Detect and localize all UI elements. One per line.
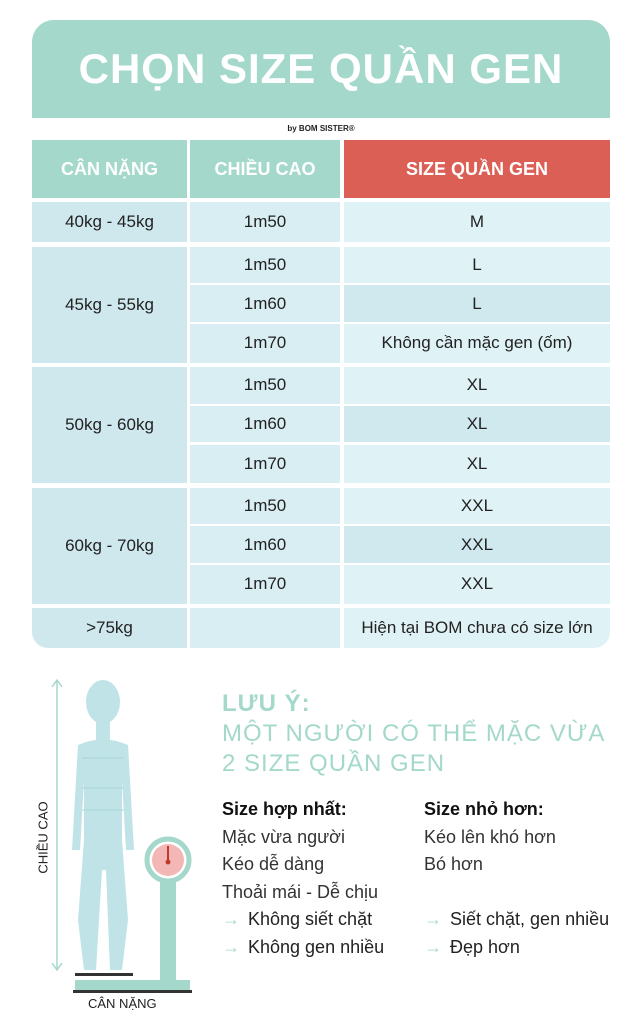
best-size-item: Thoải mái - Dễ chịu: [222, 881, 379, 902]
arrow-right-icon: →: [222, 909, 240, 929]
height-cell: 1m60: [190, 526, 340, 564]
size-cell: L: [344, 285, 610, 322]
size-cell: Hiện tại BOM chưa có size lớn: [344, 608, 610, 649]
height-cell: 1m60: [190, 405, 340, 443]
height-cell: 1m60: [190, 285, 340, 322]
best-size-result: Không siết chặt: [248, 909, 373, 929]
best-size-item: Kéo dễ dàng: [222, 854, 325, 874]
size-cell: XL: [344, 405, 610, 443]
height-cell: 1m70: [190, 565, 340, 604]
note-line-2: 2 SIZE QUẦN GEN: [222, 750, 446, 777]
height-cell: [190, 608, 340, 649]
height-cell: 1m50: [190, 246, 340, 284]
size-cell: XXL: [344, 565, 610, 604]
weight-cell: >75kg: [32, 608, 187, 649]
size-cell: XL: [344, 444, 610, 484]
smaller-size-title: Size nhỏ hơn:: [424, 799, 544, 819]
size-cell: L: [344, 246, 610, 284]
weight-cell: 50kg - 60kg: [32, 367, 187, 484]
page-title: CHỌN SIZE QUẦN GEN: [78, 45, 564, 92]
arrow-right-icon: →: [222, 936, 240, 957]
smaller-size-result: Siết chặt, gen nhiều: [450, 909, 610, 929]
best-size-result: Không gen nhiều: [248, 936, 385, 957]
weight-cell: 60kg - 70kg: [32, 487, 187, 604]
note-heading: LƯU Ý:: [222, 690, 311, 717]
best-size-title: Size hợp nhất:: [222, 799, 347, 819]
height-cell: 1m50: [190, 202, 340, 242]
size-cell: Không cần mặc gen (ốm): [344, 323, 610, 363]
size-cell: XL: [344, 367, 610, 404]
smaller-size-item: Bó hơn: [424, 854, 483, 874]
title-banner: CHỌN SIZE QUẦN GEN: [32, 20, 610, 118]
weight-cell: 40kg - 45kg: [32, 202, 187, 242]
height-cell: 1m70: [190, 444, 340, 484]
scale-dial-icon: [144, 836, 192, 884]
height-cell: 1m70: [190, 323, 340, 363]
height-cell: 1m50: [190, 367, 340, 404]
size-cell: XXL: [344, 526, 610, 564]
smaller-size-item: Kéo lên khó hơn: [424, 826, 556, 847]
arrow-right-icon: →: [424, 909, 442, 929]
column-header: CHIỀU CAO: [190, 140, 340, 198]
smaller-size-column: Size nhỏ hơn: Kéo lên khó hơn Bó hơn → Si…: [424, 796, 609, 961]
brand-byline: by BOM SISTER®: [287, 124, 355, 133]
height-label: CHIỀU CAO: [35, 801, 51, 874]
note-line-1: MỘT NGƯỜI CÓ THỂ MẶC VỪA: [222, 720, 606, 747]
arrow-right-icon: →: [424, 936, 442, 957]
size-cell: XXL: [344, 487, 610, 525]
body-figure-illustration: [51, 678, 192, 993]
weight-label: CÂN NẶNG: [88, 996, 157, 1011]
best-size-column: Size hợp nhất: Mặc vừa người Kéo dễ dàng…: [222, 796, 384, 961]
column-header: CÂN NẶNG: [32, 140, 187, 198]
best-size-item: Mặc vừa người: [222, 826, 345, 847]
smaller-size-result: Đẹp hơn: [450, 936, 520, 957]
weight-cell: 45kg - 55kg: [32, 246, 187, 363]
height-arrow-icon: [51, 678, 63, 972]
size-cell: M: [344, 202, 610, 242]
column-header: SIZE QUẦN GEN: [344, 140, 610, 198]
height-cell: 1m50: [190, 487, 340, 525]
